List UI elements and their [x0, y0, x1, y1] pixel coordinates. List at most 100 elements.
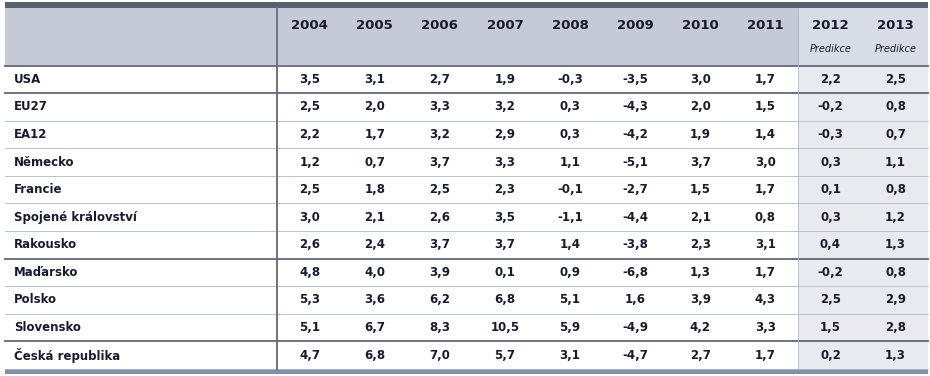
Text: Predikce: Predikce [874, 44, 917, 55]
Bar [798, 203, 928, 231]
Text: 2,7: 2,7 [430, 73, 450, 86]
Text: 1,7: 1,7 [365, 128, 385, 141]
Text: 2,6: 2,6 [430, 211, 450, 224]
Text: 3,1: 3,1 [755, 238, 776, 251]
Text: 0,3: 0,3 [820, 156, 841, 168]
Text: 4,3: 4,3 [755, 293, 776, 306]
Text: 1,9: 1,9 [495, 73, 515, 86]
Text: 1,2: 1,2 [885, 211, 906, 224]
Text: 4,0: 4,0 [365, 266, 385, 279]
Bar [5, 148, 798, 176]
Bar [798, 286, 928, 314]
Text: -0,2: -0,2 [817, 266, 844, 279]
Text: 2,1: 2,1 [690, 211, 711, 224]
Text: 5,1: 5,1 [299, 321, 320, 334]
Text: 3,7: 3,7 [430, 238, 450, 251]
Text: 2,0: 2,0 [365, 100, 385, 114]
Text: 3,3: 3,3 [495, 156, 515, 168]
Bar [5, 369, 928, 374]
Text: 2012: 2012 [812, 19, 849, 32]
Text: 3,7: 3,7 [690, 156, 711, 168]
Text: 3,2: 3,2 [495, 100, 515, 114]
Text: 4,7: 4,7 [299, 349, 320, 362]
Text: 1,9: 1,9 [690, 128, 711, 141]
Bar [798, 314, 928, 341]
Text: Slovensko: Slovensko [14, 321, 81, 334]
Text: 3,0: 3,0 [755, 156, 776, 168]
Text: -4,4: -4,4 [622, 211, 648, 224]
Text: 2009: 2009 [617, 19, 654, 32]
Text: 1,5: 1,5 [690, 183, 711, 196]
Text: 2010: 2010 [682, 19, 719, 32]
Text: 3,7: 3,7 [430, 156, 450, 168]
Text: EA12: EA12 [14, 128, 47, 141]
Text: 2,2: 2,2 [820, 73, 841, 86]
Text: 1,4: 1,4 [560, 238, 580, 251]
Text: 1,3: 1,3 [885, 349, 906, 362]
Text: 1,7: 1,7 [755, 349, 776, 362]
Text: 0,8: 0,8 [755, 211, 776, 224]
Text: Rakousko: Rakousko [14, 238, 77, 251]
Text: 2,3: 2,3 [495, 183, 515, 196]
Text: 5,3: 5,3 [299, 293, 320, 306]
Text: 10,5: 10,5 [490, 321, 520, 334]
Bar [5, 314, 798, 341]
Text: 0,2: 0,2 [820, 349, 841, 362]
Text: 1,5: 1,5 [755, 100, 776, 114]
Text: 0,8: 0,8 [885, 100, 906, 114]
Bar [5, 259, 798, 286]
Bar [798, 121, 928, 148]
Text: -3,5: -3,5 [622, 73, 648, 86]
Text: 2,7: 2,7 [690, 349, 711, 362]
Text: 3,0: 3,0 [299, 211, 320, 224]
Text: 3,2: 3,2 [430, 128, 450, 141]
Text: 5,9: 5,9 [560, 321, 580, 334]
Text: 1,3: 1,3 [690, 266, 711, 279]
Text: 2,4: 2,4 [365, 238, 385, 251]
Bar [5, 203, 798, 231]
Text: -4,7: -4,7 [622, 349, 648, 362]
Text: 1,4: 1,4 [755, 128, 776, 141]
Text: 2004: 2004 [291, 19, 328, 32]
Text: 3,9: 3,9 [430, 266, 450, 279]
Text: -1,1: -1,1 [557, 211, 583, 224]
Text: 0,1: 0,1 [820, 183, 841, 196]
Text: 2,0: 2,0 [690, 100, 711, 114]
Text: -4,2: -4,2 [622, 128, 648, 141]
Text: 4,2: 4,2 [690, 321, 711, 334]
Text: 0,8: 0,8 [885, 183, 906, 196]
Text: 2006: 2006 [421, 19, 458, 32]
Text: 3,5: 3,5 [299, 73, 320, 86]
Text: 0,3: 0,3 [820, 211, 841, 224]
Text: -3,8: -3,8 [622, 238, 648, 251]
Text: 5,7: 5,7 [495, 349, 515, 362]
Text: 2,8: 2,8 [885, 321, 906, 334]
Text: 2011: 2011 [747, 19, 784, 32]
Text: 0,3: 0,3 [560, 100, 580, 114]
Bar [798, 231, 928, 259]
Text: 2,5: 2,5 [299, 183, 320, 196]
Text: Polsko: Polsko [14, 293, 57, 306]
Text: -4,9: -4,9 [622, 321, 648, 334]
Text: 2005: 2005 [356, 19, 393, 32]
Text: 2,5: 2,5 [885, 73, 906, 86]
Text: Česká republika: Česká republika [14, 348, 120, 362]
Text: 0,4: 0,4 [820, 238, 841, 251]
Text: 0,7: 0,7 [885, 128, 906, 141]
Text: 6,8: 6,8 [365, 349, 385, 362]
Text: 1,7: 1,7 [755, 73, 776, 86]
Text: -2,7: -2,7 [622, 183, 648, 196]
Bar [798, 176, 928, 203]
Text: 6,7: 6,7 [365, 321, 385, 334]
Text: 5,1: 5,1 [560, 293, 580, 306]
Text: 2008: 2008 [551, 19, 589, 32]
Bar [5, 341, 798, 369]
Text: -5,1: -5,1 [622, 156, 648, 168]
Text: 3,1: 3,1 [365, 73, 385, 86]
Text: 3,1: 3,1 [560, 349, 580, 362]
Bar [798, 341, 928, 369]
Text: Německo: Německo [14, 156, 74, 168]
Text: 6,8: 6,8 [495, 293, 515, 306]
Bar [798, 65, 928, 93]
Text: 8,3: 8,3 [430, 321, 450, 334]
